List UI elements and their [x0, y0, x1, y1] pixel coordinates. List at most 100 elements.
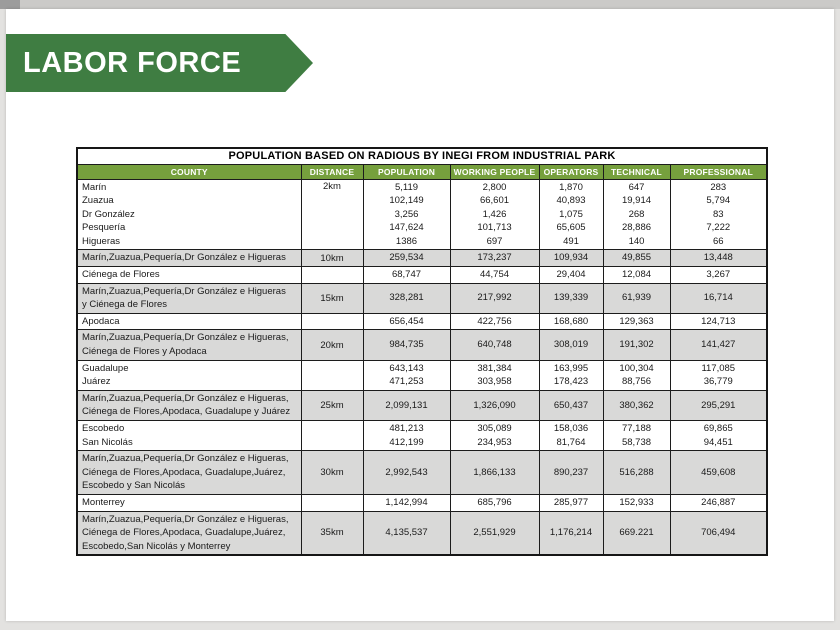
operators-cell: 168,680 [538, 312, 604, 331]
working-people-cell: 2,551,929 [449, 510, 540, 556]
window-top-corner [0, 0, 20, 9]
table-row-35km-total: Marín,Zuazua,Pequería,Dr González e Higu… [76, 510, 768, 556]
technical-cell: 516,288 [602, 450, 671, 495]
county-cell: Ciénega de Flores [76, 266, 302, 284]
county-cell: Marín,Zuazua,Pequería,Dr González e Higu… [76, 329, 302, 361]
distance-cell: 10km [300, 249, 364, 268]
county-cell: Marín,Zuazua,Pequería,Dr González e Higu… [76, 450, 302, 495]
professional-cell: 124,713 [669, 312, 768, 331]
working-people-cell: 1,326,090 [449, 389, 540, 422]
column-header-distance: DISTANCE [300, 163, 364, 180]
population-table-container: POPULATION BASED ON RADIOUS BY INEGI FRO… [76, 147, 769, 557]
distance-cell: 30km [300, 450, 364, 495]
population-cell: 1,142,994 [362, 493, 451, 512]
population-cell: 68,747 [362, 266, 451, 284]
operators-cell: 163,995 178,423 [538, 359, 604, 391]
table-title-row: POPULATION BASED ON RADIOUS BY INEGI FRO… [76, 147, 768, 165]
operators-cell: 29,404 [538, 266, 604, 284]
professional-cell: 141,427 [669, 329, 768, 361]
distance-cell: 35km [300, 510, 364, 556]
operators-cell: 139,339 [538, 282, 604, 314]
working-people-cell: 2,800 66,601 1,426 101,713 697 [449, 178, 540, 251]
window-top-strip [0, 0, 840, 9]
distance-cell [300, 419, 364, 452]
operators-cell: 1,870 40,893 1,075 65,605 491 [538, 178, 604, 251]
county-cell: Marín,Zuazua,Pequería,Dr González e Higu… [76, 389, 302, 422]
working-people-cell: 640,748 [449, 329, 540, 361]
table-title: POPULATION BASED ON RADIOUS BY INEGI FRO… [76, 147, 768, 165]
technical-cell: 77,188 58,738 [602, 419, 671, 452]
table-row-apodaca: Apodaca 656,454 422,756 168,680 129,363 … [76, 312, 768, 331]
population-cell: 2,992,543 [362, 450, 451, 495]
operators-cell: 109,934 [538, 249, 604, 268]
county-cell: Guadalupe Juárez [76, 359, 302, 391]
population-cell: 259,534 [362, 249, 451, 268]
professional-cell: 246,887 [669, 493, 768, 512]
column-header-working-people: WORKING PEOPLE [449, 163, 540, 180]
distance-cell: 15km [300, 282, 364, 314]
distance-cell [300, 266, 364, 284]
operators-cell: 308,019 [538, 329, 604, 361]
population-cell: 5,119 102,149 3,256 147,624 1386 [362, 178, 451, 251]
distance-cell [300, 312, 364, 331]
table-row-escobedo-sannicolas: Escobedo San Nicolás 481,213 412,199 305,0… [76, 419, 768, 452]
working-people-cell: 44,754 [449, 266, 540, 284]
operators-cell: 650,437 [538, 389, 604, 422]
professional-cell: 459,608 [669, 450, 768, 495]
technical-cell: 191,302 [602, 329, 671, 361]
column-header-operators: OPERATORS [538, 163, 604, 180]
county-cell: Marín,Zuazua,Pequería,Dr González e Higu… [76, 510, 302, 556]
table-row-25km-total: Marín,Zuazua,Pequería,Dr González e Higu… [76, 389, 768, 422]
slide-page: LABOR FORCE POPULATION BASED ON RADIOUS … [6, 9, 834, 621]
professional-cell: 295,291 [669, 389, 768, 422]
professional-cell: 16,714 [669, 282, 768, 314]
table-row-10km-total: Marín,Zuazua,Pequería,Dr González e Higu… [76, 249, 768, 268]
operators-cell: 890,237 [538, 450, 604, 495]
county-cell: Monterrey [76, 493, 302, 512]
working-people-cell: 422,756 [449, 312, 540, 331]
professional-cell: 117,085 36,779 [669, 359, 768, 391]
county-cell: Marín,Zuazua,Pequería,Dr González e Higu… [76, 282, 302, 314]
table-row-30km-total: Marín,Zuazua,Pequería,Dr González e Higu… [76, 450, 768, 495]
distance-cell [300, 359, 364, 391]
working-people-cell: 381,384 303,958 [449, 359, 540, 391]
operators-cell: 158,036 81,764 [538, 419, 604, 452]
table-header-row: COUNTY DISTANCE POPULATION WORKING PEOPL… [76, 163, 768, 180]
county-cell: Apodaca [76, 312, 302, 331]
professional-cell: 706,494 [669, 510, 768, 556]
table-row-2km-counties: Marín Zuazua Dr González Pesquería Higueras … [76, 178, 768, 251]
distance-cell: 2km [300, 178, 364, 251]
table-row-guadalupe-juarez: Guadalupe Juárez 643,143 471,253 381,384 30… [76, 359, 768, 391]
distance-cell [300, 493, 364, 512]
professional-cell: 13,448 [669, 249, 768, 268]
operators-cell: 285,977 [538, 493, 604, 512]
technical-cell: 669.221 [602, 510, 671, 556]
table-row-15km-total: Marín,Zuazua,Pequería,Dr González e Higu… [76, 282, 768, 314]
professional-cell: 3,267 [669, 266, 768, 284]
column-header-county: COUNTY [76, 163, 302, 180]
working-people-cell: 217,992 [449, 282, 540, 314]
county-cell: Escobedo San Nicolás [76, 419, 302, 452]
population-cell: 643,143 471,253 [362, 359, 451, 391]
population-cell: 984,735 [362, 329, 451, 361]
column-header-technical: TECHNICAL [602, 163, 671, 180]
technical-cell: 129,363 [602, 312, 671, 331]
working-people-cell: 173,237 [449, 249, 540, 268]
table-row-cienega: Ciénega de Flores 68,747 44,754 29,404 1… [76, 266, 768, 284]
population-table: POPULATION BASED ON RADIOUS BY INEGI FRO… [76, 147, 769, 557]
banner-title: LABOR FORCE [23, 46, 242, 79]
distance-cell: 20km [300, 329, 364, 361]
technical-cell: 49,855 [602, 249, 671, 268]
technical-cell: 152,933 [602, 493, 671, 512]
distance-cell: 25km [300, 389, 364, 422]
population-cell: 4,135,537 [362, 510, 451, 556]
professional-cell: 69,865 94,451 [669, 419, 768, 452]
labor-force-banner: LABOR FORCE [6, 34, 313, 92]
technical-cell: 380,362 [602, 389, 671, 422]
working-people-cell: 1,866,133 [449, 450, 540, 495]
professional-cell: 283 5,794 83 7,222 66 [669, 178, 768, 251]
technical-cell: 61,939 [602, 282, 671, 314]
county-cell: Marín,Zuazua,Pequería,Dr González e Higu… [76, 249, 302, 268]
column-header-professional: PROFESSIONAL [669, 163, 768, 180]
county-cell: Marín Zuazua Dr González Pesquería Higueras [76, 178, 302, 251]
